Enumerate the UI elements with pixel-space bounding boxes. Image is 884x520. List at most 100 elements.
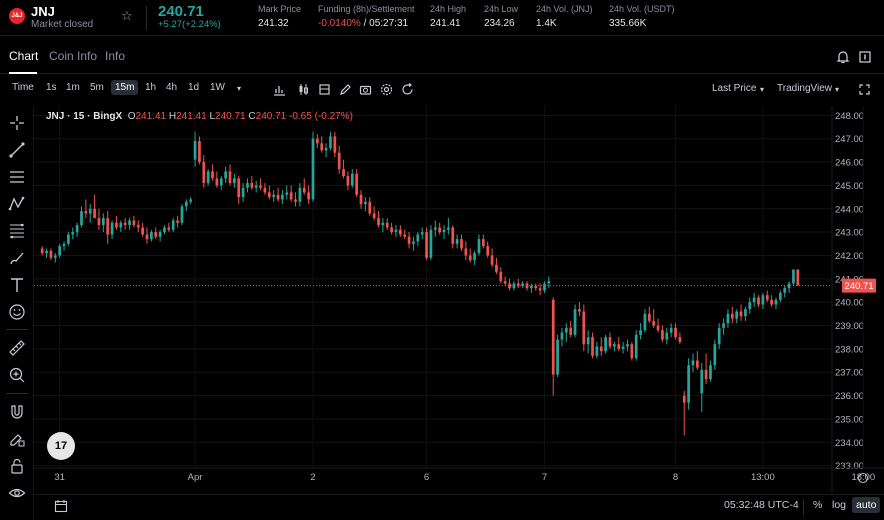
candle-body [215,178,219,186]
bell-icon[interactable] [836,50,850,64]
favorite-star-icon[interactable]: ☆ [121,8,133,23]
price-source-chevron-icon[interactable]: ▾ [760,85,765,94]
candle-body [761,295,765,305]
log-toggle[interactable]: log [832,499,847,511]
candle-body [150,232,153,240]
interval-1d[interactable]: 1d [188,82,200,93]
interval-15m[interactable]: 15m [111,80,139,95]
horizontal-lines-icon[interactable] [8,168,26,186]
candle-body [626,344,629,347]
stat-value: 335.66K [609,18,647,29]
candle-body [385,222,389,228]
calendar-range-icon[interactable] [54,499,68,513]
pattern-tool-icon[interactable] [8,195,26,213]
candle-body [674,327,677,338]
candle-body [276,194,280,200]
candle-body [88,208,92,214]
lock-icon[interactable] [8,457,26,475]
tradingview-logo[interactable]: 17 [47,432,75,460]
candle-body [176,220,179,223]
ruler-icon[interactable] [8,339,26,357]
candle-body [128,220,131,226]
candle-body [259,185,262,188]
tab-chart[interactable]: Chart [9,49,39,63]
candle-type-icon[interactable] [297,83,310,96]
stat-value: 234.26 [484,18,515,29]
stat-label: 24h Low [484,4,519,14]
candle-body [792,269,795,284]
axis-settings-icon[interactable] [857,472,869,484]
candle-body [538,288,542,291]
zoom-in-icon[interactable] [8,366,26,384]
tab-info[interactable]: Info [105,49,126,63]
candle-body [224,171,227,179]
interval-1m[interactable]: 1m [66,82,80,93]
candlestick-chart[interactable]: 248.00 247.00 246.00 245.00 244.00 243.00 242.… [34,106,884,520]
eye-icon[interactable] [8,484,26,502]
interval-dropdown-chevron-icon[interactable]: ▾ [237,84,242,93]
candle-body [438,227,442,233]
interval-1s[interactable]: 1s [46,82,57,93]
auto-scale-toggle[interactable]: auto [852,497,881,513]
layout-icon[interactable] [318,83,331,96]
trend-line-icon[interactable] [8,141,26,159]
candle-body [324,148,328,151]
draw-pencil-icon[interactable] [339,83,352,96]
stat-value: 241.41 [430,18,461,29]
market-header: J&J JNJ Market closed ☆ 240.71 +5.27(+2.… [0,0,884,36]
candle-body [455,239,459,244]
candle-body [473,253,476,261]
text-tool-icon[interactable] [8,276,26,294]
camera-icon[interactable] [359,83,372,96]
legend-open: 241.41 [135,111,167,122]
candle-body [665,332,669,340]
candle-body [285,192,289,195]
interval-1w[interactable]: 1W [210,82,225,93]
chart-engine-select[interactable]: TradingView [777,83,833,94]
y-tick-label: 240.00 [835,298,864,309]
expand-icon[interactable] [858,83,871,96]
settings-gear-icon[interactable] [380,83,393,96]
candle-body [744,309,747,317]
candle-body [630,344,634,359]
indicators-icon[interactable] [273,83,286,96]
crosshair-icon[interactable] [8,114,26,132]
candle-body [757,297,760,305]
interval-time[interactable]: Time [12,82,34,93]
candle-body [211,171,214,179]
tab-coin-info[interactable]: Coin Info [49,49,98,63]
clock-time[interactable]: 05:32:48 UTC-4 [724,499,799,511]
brush-icon[interactable] [8,249,26,267]
candle-body [246,183,249,188]
x-tick-label: Apr [188,472,203,483]
candle-body [748,302,752,310]
interval-4h[interactable]: 4h [166,82,178,93]
stat-24h-low: 24h Low 234.26 [484,4,518,29]
candle-body [115,222,118,228]
fib-retracement-icon[interactable] [8,222,26,240]
candle-body [372,213,376,219]
magnet-icon[interactable] [8,403,26,421]
candle-body [49,250,53,258]
candle-body [355,173,359,195]
interval-5m[interactable]: 5m [90,82,104,93]
candle-body [639,330,642,335]
symbol-name[interactable]: JNJ [31,4,55,19]
fullscreen-panel-icon[interactable] [858,50,872,64]
view-tabs: Chart Coin Info Info [0,44,884,74]
candle-body [154,232,158,237]
candle-body [198,141,201,163]
price-source-select[interactable]: Last Price [712,83,757,94]
draw-lock-icon[interactable] [8,430,26,448]
refresh-icon[interactable] [401,83,414,96]
candle-body [180,206,184,223]
candle-body [398,229,402,235]
candle-body [534,285,538,289]
chart-engine-chevron-icon[interactable]: ▾ [835,85,840,94]
legend-change: -0.65 (-0.27%) [289,111,353,122]
candle-body [595,346,599,356]
y-tick-label: 238.00 [835,344,864,355]
emoji-icon[interactable] [8,303,26,321]
percent-toggle[interactable]: % [813,499,823,511]
interval-1h[interactable]: 1h [145,82,157,93]
